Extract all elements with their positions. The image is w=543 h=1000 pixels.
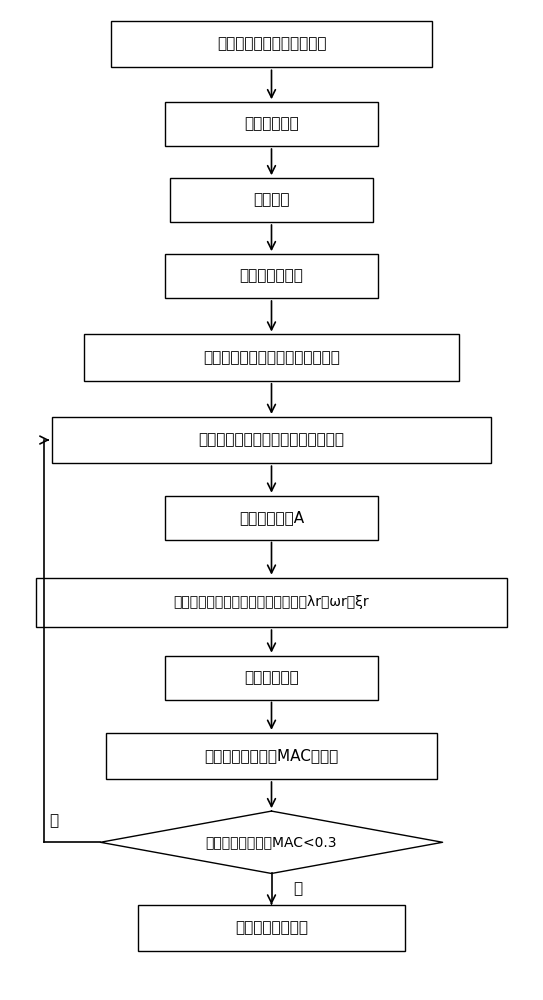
Bar — [36, 578, 507, 627]
Text: 选取多个参考点: 选取多个参考点 — [239, 269, 304, 284]
Text: 带通滤波: 带通滤波 — [253, 193, 290, 208]
Bar — [106, 733, 437, 779]
Bar — [170, 178, 373, 222]
Bar — [138, 905, 405, 951]
Bar — [165, 656, 378, 700]
Text: 计算模态置信判据MAC值矩阵: 计算模态置信判据MAC值矩阵 — [204, 748, 339, 763]
Bar — [165, 254, 378, 298]
Text: 识别系数矩阵A: 识别系数矩阵A — [239, 510, 304, 525]
Text: 计算模态振型: 计算模态振型 — [244, 670, 299, 685]
Text: 选取多个激励点，脉冲激励: 选取多个激励点，脉冲激励 — [217, 37, 326, 52]
Text: 否: 否 — [49, 813, 59, 828]
Text: 测取脉冲响应: 测取脉冲响应 — [244, 117, 299, 132]
Bar — [111, 21, 432, 67]
Bar — [52, 417, 491, 463]
Text: 是: 是 — [293, 882, 302, 897]
Text: 矩阵非对角线元素MAC<0.3: 矩阵非对角线元素MAC<0.3 — [206, 835, 337, 849]
Text: 获得系统模态参数: 获得系统模态参数 — [235, 920, 308, 935]
Bar — [165, 102, 378, 146]
Text: 建立有限差分互相关函数矩阵方程组: 建立有限差分互相关函数矩阵方程组 — [199, 433, 344, 448]
Bar — [84, 334, 459, 381]
Text: 由最小二乘误差稳态图识别系统极点λr及ωr、ξr: 由最小二乘误差稳态图识别系统极点λr及ωr、ξr — [174, 595, 369, 609]
Bar — [165, 496, 378, 540]
Text: 计算测点与参考点间的互相关函数: 计算测点与参考点间的互相关函数 — [203, 350, 340, 365]
